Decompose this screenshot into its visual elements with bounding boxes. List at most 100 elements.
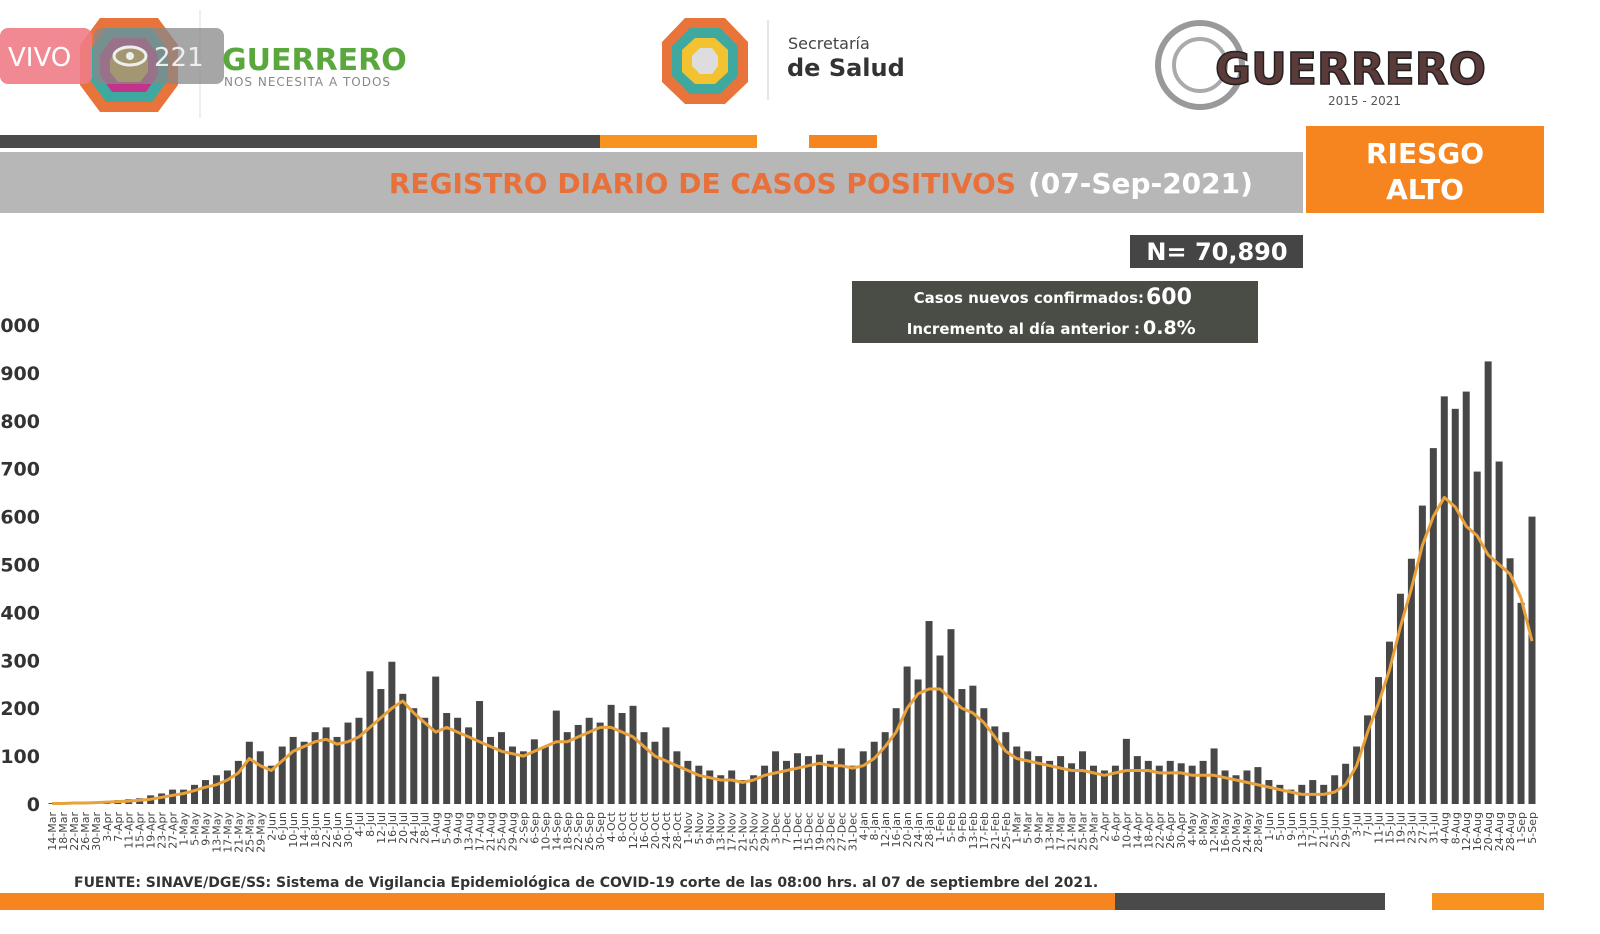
x-tick-label: 27-Dec — [835, 812, 848, 851]
bar — [256, 751, 264, 804]
bar — [1385, 641, 1393, 804]
bar — [465, 727, 473, 804]
bar — [761, 765, 769, 804]
moving-average-line — [52, 495, 1534, 805]
x-tick-label: 28-May — [1252, 812, 1265, 853]
bar — [1331, 775, 1339, 804]
x-tick-label: 3-Apr — [101, 812, 114, 842]
x-tick-label: 9-Aug — [452, 812, 465, 844]
stripe — [0, 893, 1115, 910]
x-tick-label: 6-Jun — [276, 812, 289, 841]
bar — [410, 708, 418, 804]
bar — [388, 661, 396, 804]
bar — [1144, 760, 1152, 804]
x-tick-label: 20-May — [1230, 812, 1243, 853]
x-tick-label: 17-Mar — [1055, 812, 1068, 851]
x-tick-label: 21-Nov — [737, 812, 750, 852]
bar — [333, 736, 341, 804]
x-tick-label: 30-Sep — [594, 812, 607, 851]
bar — [793, 753, 801, 804]
x-tick-label: 30-Apr — [1175, 812, 1188, 849]
x-tick-label: 5-Nov — [693, 812, 706, 845]
bar — [936, 655, 944, 804]
x-tick-label: 23-Apr — [156, 812, 169, 849]
x-tick-label: 14-Mar — [46, 812, 59, 851]
x-tick-label: 2-Sep — [517, 812, 530, 844]
y-tick-label: 800 — [0, 411, 40, 433]
x-tick-label: 19-Dec — [813, 812, 826, 851]
x-tick-label: 10-Sep — [539, 812, 552, 851]
bar — [739, 780, 747, 804]
x-tick-label: 18-Sep — [561, 812, 574, 851]
bar — [804, 756, 812, 804]
x-tick-label: 13-May — [210, 812, 223, 853]
x-tick-label: 2-Apr — [1098, 812, 1111, 842]
bar — [530, 739, 538, 804]
live-text: VIVO — [8, 43, 71, 73]
x-tick-label: 25-Mar — [1077, 812, 1090, 851]
banner-date: (07-Sep-2021) — [1028, 167, 1253, 200]
x-tick-label: 3-Dec — [770, 812, 783, 844]
x-tick-label: 5-Jun — [1274, 812, 1287, 841]
x-tick-label: 8-Jul — [364, 812, 377, 837]
bar — [1013, 746, 1021, 804]
x-tick-label: 15-Jul — [1383, 812, 1396, 844]
right-logo: GUERRERO 2015 - 2021 — [1155, 20, 1487, 110]
x-tick-label: 16-Aug — [1471, 812, 1484, 851]
bar — [191, 784, 199, 804]
y-tick-label: 900 — [0, 363, 40, 385]
bar — [914, 679, 922, 804]
bar — [706, 770, 714, 804]
bar — [1517, 602, 1525, 804]
bar — [1046, 760, 1054, 804]
x-tick-label: 22-Jun — [320, 812, 333, 848]
increase-label: Incremento al día anterior : — [907, 320, 1140, 338]
bar — [519, 751, 527, 804]
x-tick-label: 21-Aug — [485, 812, 498, 851]
bar — [289, 736, 297, 804]
bar — [629, 705, 637, 804]
x-tick-label: 28-Jan — [923, 812, 936, 848]
bar — [234, 760, 242, 804]
bar — [300, 741, 308, 804]
bar — [585, 717, 593, 804]
center-logo: Secretaría de Salud — [662, 18, 905, 104]
x-tick-label: 6-Sep — [528, 812, 541, 844]
bar — [443, 712, 451, 804]
right-logo-years: 2015 - 2021 — [1328, 94, 1401, 108]
x-tick-label: 29-Jun — [1340, 812, 1353, 848]
x-tick-label: 25-Aug — [495, 812, 508, 851]
bar — [1100, 770, 1108, 804]
bar — [1309, 780, 1317, 804]
x-tick-label: 4-Jan — [857, 812, 870, 841]
x-tick-label: 11-Jul — [1373, 812, 1386, 844]
bar — [454, 717, 462, 804]
x-tick-label: 29-May — [254, 812, 267, 853]
bar — [1396, 593, 1404, 804]
bar — [618, 712, 626, 804]
bar — [399, 693, 407, 804]
x-tick-label: 22-Sep — [572, 812, 585, 851]
left-logo-tagline: NOS NECESITA A TODOS — [224, 75, 391, 89]
x-tick-label: 12-Aug — [1460, 812, 1473, 851]
center-logo-line2: de Salud — [787, 54, 905, 82]
bar — [432, 676, 440, 804]
x-tick-label: 24-Jan — [912, 812, 925, 848]
x-tick-label: 16-Oct — [638, 811, 651, 849]
bar — [684, 760, 692, 804]
y-tick-label: 200 — [0, 698, 40, 720]
x-tick-label: 19-Jul — [1394, 812, 1407, 844]
x-tick-label: 26-Jun — [331, 812, 344, 848]
x-tick-label: 23-Jul — [1405, 812, 1418, 844]
bar — [1462, 391, 1470, 804]
bar — [1429, 448, 1437, 804]
x-tick-label: 26-Sep — [583, 812, 596, 851]
stripe — [1115, 893, 1385, 910]
x-tick-label: 30-Mar — [90, 812, 103, 851]
bar — [695, 765, 703, 804]
bar — [1068, 763, 1076, 804]
bar — [1473, 471, 1481, 804]
x-tick-label: 22-Apr — [1153, 812, 1166, 849]
bar — [728, 770, 736, 804]
x-tick-label: 26-Apr — [1164, 812, 1177, 849]
